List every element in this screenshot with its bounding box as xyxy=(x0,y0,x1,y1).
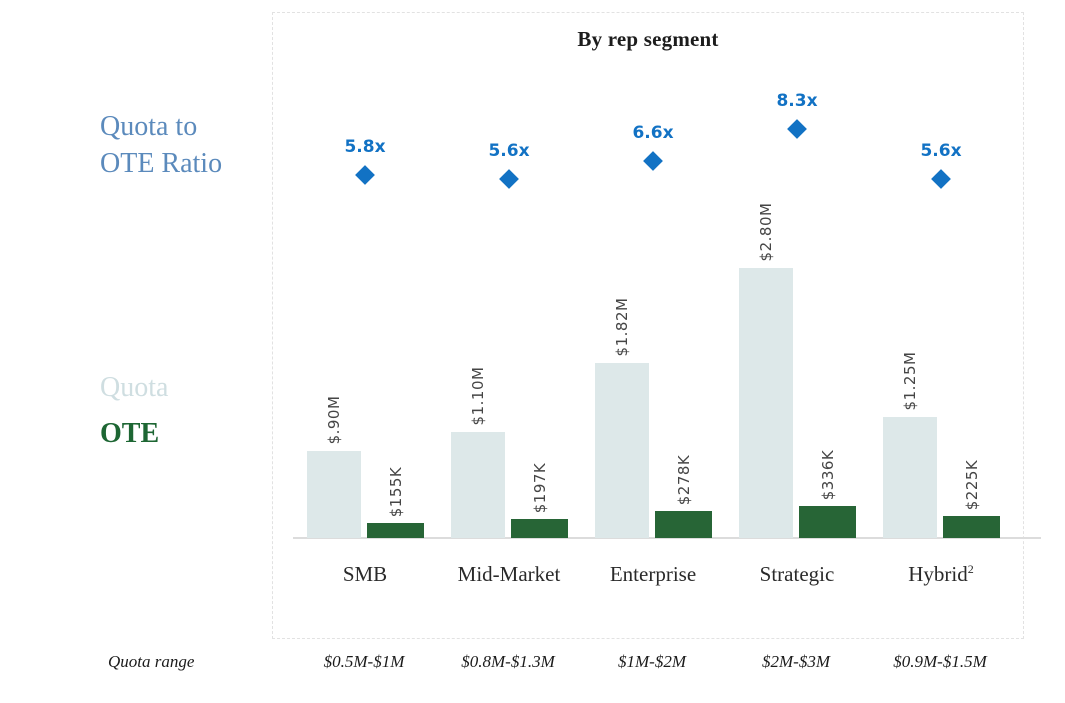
quota-range-row-label: Quota range xyxy=(108,652,195,671)
category-label-enterprise: Enterprise xyxy=(581,559,725,589)
category-label-mid-market: Mid-Market xyxy=(437,559,581,589)
ratio-value: 5.6x xyxy=(920,141,962,161)
ratio-series-label-line2: OTE Ratio xyxy=(100,148,223,179)
category-text: Hybrid xyxy=(908,562,968,586)
quota-range-value-smb: $0.5M-$1M xyxy=(323,652,405,671)
ote-bar-value: $197K xyxy=(531,462,549,513)
quota-bar-strategic xyxy=(739,268,793,538)
quota-bar-smb xyxy=(307,451,361,538)
category-text: Enterprise xyxy=(609,562,697,586)
category-label-hybrid: Hybrid2 xyxy=(869,559,1013,589)
quota-range-value-mid-market: $0.8M-$1.3M xyxy=(461,652,555,671)
ratio-diamond-strategic xyxy=(787,119,807,139)
quota-bar-value: $.90M xyxy=(325,395,343,444)
ote-bar-smb xyxy=(367,523,424,538)
ote-bar-mid-market xyxy=(511,519,568,538)
quota-bar-value: $1.10M xyxy=(469,366,487,426)
ratio-value: 8.3x xyxy=(776,91,818,112)
quota-bar-value: $1.82M xyxy=(613,297,631,357)
ratio-series-label: Quota to OTE Ratio xyxy=(100,108,222,182)
ratio-diamond-enterprise xyxy=(643,150,663,171)
category-text: SMB xyxy=(342,562,388,586)
ratio-value: 5.8x xyxy=(344,137,386,158)
category-label-smb: SMB xyxy=(293,559,437,589)
ote-series-label: OTE xyxy=(100,418,160,449)
quota-range-value-hybrid: $0.9M-$1.5M xyxy=(893,652,987,671)
ratio-diamond-smb xyxy=(355,165,375,186)
quota-range-value-strategic: $2M-$3M xyxy=(762,652,830,671)
ote-bar-enterprise xyxy=(655,511,712,538)
category-label-strategic: Strategic xyxy=(725,559,869,589)
ratio-value: 6.6x xyxy=(632,122,674,143)
ote-bar-strategic xyxy=(799,506,856,538)
chart-title: By rep segment xyxy=(577,27,719,51)
ote-bar-value: $336K xyxy=(819,449,837,500)
quota-bar-value: $1.25M xyxy=(901,351,919,411)
quota-series-label: Quota xyxy=(100,372,169,403)
quota-range-value-enterprise: $1M-$2M xyxy=(618,652,686,671)
ote-bar-hybrid xyxy=(943,516,1000,538)
quota-bar-enterprise xyxy=(595,363,649,538)
ote-bar-value: $278K xyxy=(675,454,693,505)
category-text: Mid-Market xyxy=(457,562,561,586)
ote-bar-value: $155K xyxy=(387,466,405,517)
ratio-diamond-mid-market xyxy=(499,169,519,189)
ratio-value: 5.6x xyxy=(488,141,530,161)
ote-bar-value: $225K xyxy=(963,459,981,510)
quota-bar-hybrid xyxy=(883,417,937,538)
ratio-series-label-line1: Quota to xyxy=(100,111,198,142)
category-superscript: 2 xyxy=(967,562,974,576)
plot-area: $.90M $155K 5.8x SMB $1.10M $197K 5.6x Mid-Mark… xyxy=(273,13,1041,638)
x-axis-line xyxy=(293,537,1041,539)
quota-bar-value: $2.80M xyxy=(757,202,775,262)
category-text: Strategic xyxy=(759,562,835,586)
ratio-diamond-hybrid xyxy=(931,169,951,189)
quota-bar-mid-market xyxy=(451,432,505,538)
chart-panel: By rep segment $.90M $155K 5.8x SMB $1.10M $1… xyxy=(272,12,1041,639)
